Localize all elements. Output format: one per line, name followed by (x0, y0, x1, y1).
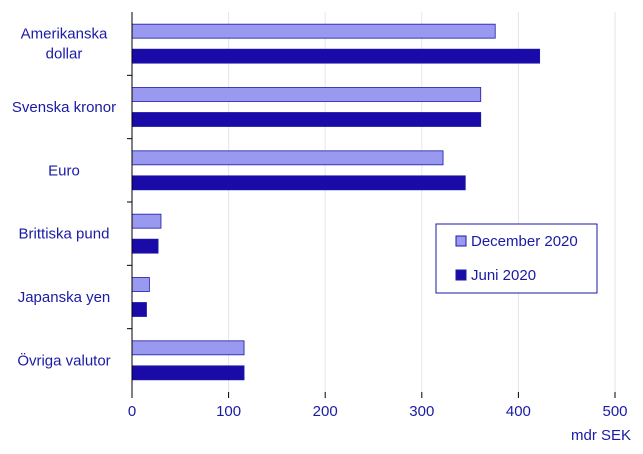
bar-juni-2020-euro (131, 175, 466, 191)
x-tick-label-500: 500 (602, 403, 627, 420)
bar-december-2020-japanska-yen (131, 277, 150, 292)
category-label-brittiska-pund: Brittiska pund (19, 226, 110, 243)
x-ticks: 0 100 200 300 400 500 (128, 392, 628, 420)
legend-swatch-december-2020 (455, 235, 467, 247)
legend-swatch-juni-2020 (455, 269, 467, 281)
x-tick-label-400: 400 (506, 403, 531, 420)
category-label-svenska-kronor: Svenska kronor (12, 99, 116, 116)
bar-juni-2020-svenska-kronor (131, 112, 482, 127)
bar-december-2020-euro (131, 150, 444, 166)
bars (131, 23, 541, 381)
legend: December 2020 Juni 2020 (435, 223, 598, 294)
category-label-euro: Euro (48, 162, 80, 179)
bar-december-2020-amerikanska-dollar (131, 23, 496, 39)
bar-december-2020-ovriga-valutor (131, 340, 245, 356)
legend-label-december-2020: December 2020 (471, 233, 578, 250)
bar-december-2020-svenska-kronor (131, 87, 482, 102)
x-tick-label-0: 0 (128, 403, 136, 420)
grid-lines (228, 12, 616, 392)
x-tick-label-200: 200 (313, 403, 338, 420)
bar-juni-2020-ovriga-valutor (131, 365, 245, 381)
bar-december-2020-brittiska-pund (131, 213, 162, 229)
category-labels: Amerikanska dollar Svenska kronor Euro Britt… (12, 26, 132, 369)
legend-label-juni-2020: Juni 2020 (471, 267, 536, 284)
bar-juni-2020-amerikanska-dollar (131, 48, 541, 64)
x-axis-label: mdr SEK (571, 427, 631, 444)
category-label-amerikanska-dollar: Amerikanska dollar (21, 26, 108, 63)
x-tick-label-100: 100 (216, 403, 241, 420)
category-label-japanska-yen: Japanska yen (18, 289, 111, 306)
x-tick-label-300: 300 (409, 403, 434, 420)
bar-juni-2020-japanska-yen (131, 302, 147, 317)
bar-juni-2020-brittiska-pund (131, 238, 159, 254)
category-label-ovriga-valutor: Övriga valutor (17, 351, 110, 369)
